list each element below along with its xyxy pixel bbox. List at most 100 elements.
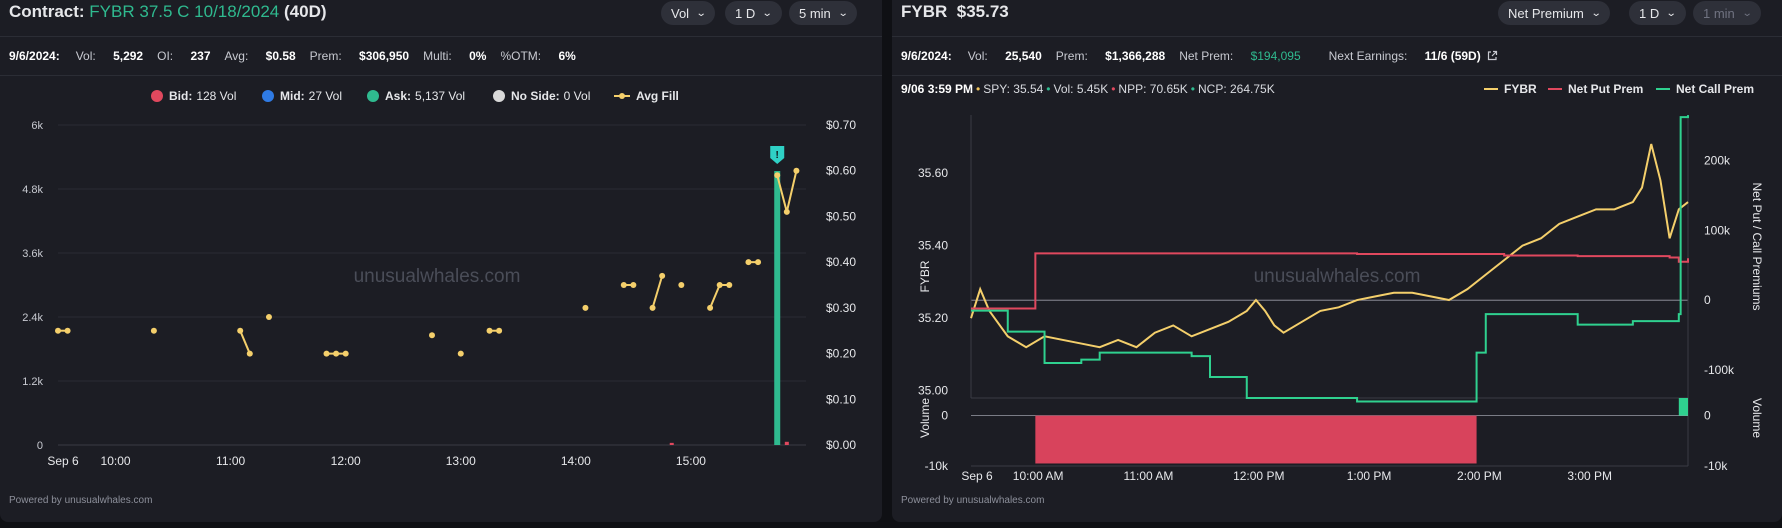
avg-fill-line xyxy=(239,330,251,354)
ticker-symbol[interactable]: FYBR xyxy=(901,2,948,21)
external-link-icon[interactable] xyxy=(1487,50,1498,61)
y-left-tick-label: 2.4k xyxy=(22,312,43,324)
x-tick-label: 10:00 AM xyxy=(1013,469,1064,483)
footer-credit: Powered by unusualwhales.com xyxy=(901,495,1045,506)
range-select[interactable]: 1 D ⌄ xyxy=(725,1,782,25)
days-to-expiry: (40D) xyxy=(284,2,327,21)
stats-date: 9/6/2024: xyxy=(9,49,60,63)
stat-avg: Avg: $0.58 xyxy=(224,49,296,63)
chevron-down-icon: ⌄ xyxy=(761,7,773,19)
avg-fill-point xyxy=(323,350,330,357)
avg-fill-point xyxy=(755,259,762,266)
avg-fill-point xyxy=(745,259,752,266)
stat-next-earnings: Next Earnings: 11/6 (59D) xyxy=(1329,49,1498,63)
stats-date: 9/6/2024: xyxy=(901,49,952,63)
contract-title: Contract: FYBR 37.5 C 10/18/2024 (40D) xyxy=(9,2,327,22)
y-left-tick-label: 6k xyxy=(31,120,43,132)
y-left-tick-label: 4.8k xyxy=(22,184,43,196)
line-swatch-icon xyxy=(1548,88,1562,90)
y-right-tick-label: $0.10 xyxy=(826,392,856,406)
ticker-title: FYBR $35.73 xyxy=(901,2,1009,22)
series-line-fybr xyxy=(970,143,1689,349)
avg-fill-point xyxy=(716,282,723,288)
avg-fill-point xyxy=(659,272,666,279)
volume-tick-label: -10k xyxy=(925,459,949,473)
avg-fill-point xyxy=(55,327,61,334)
net-premium-chart: 35.00 35.20 35.40 35.60 -100k 0 100k 200k FYBR Ne… xyxy=(918,115,1764,483)
avg-fill-point xyxy=(486,327,493,334)
avg-fill-point xyxy=(783,208,790,215)
avg-fill-line-icon xyxy=(614,93,630,99)
y-right-tick-label: $0.20 xyxy=(826,347,856,361)
status-npp: NPP: 70.65K xyxy=(1118,82,1188,96)
y-left-tick-label: 35.00 xyxy=(918,384,948,398)
legend-net-call-prem[interactable]: Net Call Prem xyxy=(1656,82,1754,96)
x-tick-label: 11:00 xyxy=(216,454,245,468)
x-tick-label: Sep 6 xyxy=(47,454,79,468)
stat-oi: OI: 237 xyxy=(157,49,211,63)
legend-avg-fill[interactable]: Avg Fill xyxy=(614,89,683,103)
chevron-down-icon: ⌄ xyxy=(695,7,707,19)
legend-mid[interactable]: Mid: 27 Vol xyxy=(262,89,342,103)
legend-bid[interactable]: Bid: 128 Vol xyxy=(151,89,236,103)
net-premium-select[interactable]: Net Premium ⌄ xyxy=(1498,1,1611,25)
legend-fybr[interactable]: FYBR xyxy=(1484,82,1537,96)
volume-bar xyxy=(774,171,781,445)
watermark: unusualwhales.com xyxy=(354,266,521,287)
legend-no-side[interactable]: No Side: 0 Vol xyxy=(493,89,590,103)
stat-net-prem: Net Prem: $194,095 xyxy=(1179,49,1301,63)
x-tick-label: 10:00 xyxy=(101,454,131,468)
avg-fill-point xyxy=(342,350,349,357)
stat-multi: Multi: 0% xyxy=(423,49,487,63)
x-tick-label: 12:00 xyxy=(331,454,361,468)
y-left-axis-label: FYBR xyxy=(918,260,932,292)
x-tick-label: 1:00 PM xyxy=(1347,469,1392,483)
volume-tick-label: 0 xyxy=(941,409,948,423)
x-tick-label: 3:00 PM xyxy=(1567,469,1612,483)
metric-select[interactable]: Vol ⌄ xyxy=(661,1,716,25)
hover-status: 9/06 3:59 PM • SPY: 35.54 • Vol: 5.45K • NPP: … xyxy=(901,82,1275,96)
y-right-tick-label: 100k xyxy=(1704,223,1731,237)
status-ncp: NCP: 264.75K xyxy=(1198,82,1275,96)
y-right-tick-label: $0.50 xyxy=(826,209,856,223)
y-left-tick-label: 3.6k xyxy=(22,248,43,260)
range-select[interactable]: 1 D ⌄ xyxy=(1629,1,1686,25)
line-swatch-icon xyxy=(1656,88,1670,90)
avg-fill-point xyxy=(237,327,244,334)
volume-axis-label-left: Volume xyxy=(918,398,932,438)
avg-fill-point xyxy=(620,282,627,288)
avg-fill-point xyxy=(496,327,503,334)
mid-dot-icon xyxy=(262,90,274,102)
volume-avg-fill-chart: 0 1.2k 2.4k 3.6k 4.8k 6k $0.00 $0.10 $0.20 $0.30 $… xyxy=(22,118,856,468)
ticker-price: $35.73 xyxy=(956,2,1009,21)
interval-select[interactable]: 5 min ⌄ xyxy=(789,1,858,25)
avg-fill-point xyxy=(429,332,435,339)
avg-fill-point xyxy=(457,350,464,357)
x-tick-label: 12:00 PM xyxy=(1233,469,1284,483)
avg-fill-point xyxy=(707,304,714,311)
y-left-tick-label: 35.60 xyxy=(918,166,948,180)
stat-prem: Prem: $306,950 xyxy=(309,49,410,63)
status-price: SPY: 35.54 xyxy=(983,82,1044,96)
legend-net-put-prem[interactable]: Net Put Prem xyxy=(1548,82,1643,96)
volume-axis-label-right: Volume xyxy=(1750,398,1764,438)
y-right-tick-label: -100k xyxy=(1704,363,1735,377)
interval-select[interactable]: 1 min ⌄ xyxy=(1693,1,1762,25)
ask-dot-icon xyxy=(367,90,379,102)
y-right-tick-label: $0.60 xyxy=(826,164,856,178)
legend-ask[interactable]: Ask: 5,137 Vol xyxy=(367,89,465,103)
chevron-down-icon: ⌄ xyxy=(1590,7,1602,19)
stat-prem: Prem: $1,366,288 xyxy=(1055,49,1166,63)
x-tick-label: 13:00 xyxy=(446,454,476,468)
chevron-down-icon: ⌄ xyxy=(837,7,849,19)
volume-tick-label: 0 xyxy=(1704,409,1711,423)
chevron-down-icon: ⌄ xyxy=(1665,7,1677,19)
avg-fill-point xyxy=(678,282,685,288)
avg-fill-point xyxy=(333,350,340,357)
x-tick-label: 15:00 xyxy=(676,454,706,468)
status-time: 9/06 3:59 PM xyxy=(901,82,974,96)
contract-name[interactable]: FYBR 37.5 C 10/18/2024 xyxy=(89,2,280,21)
y-right-tick-label: $0.70 xyxy=(826,118,856,132)
chevron-down-icon: ⌄ xyxy=(1741,7,1753,19)
contract-panel: Contract: FYBR 37.5 C 10/18/2024 (40D) V… xyxy=(0,0,882,522)
